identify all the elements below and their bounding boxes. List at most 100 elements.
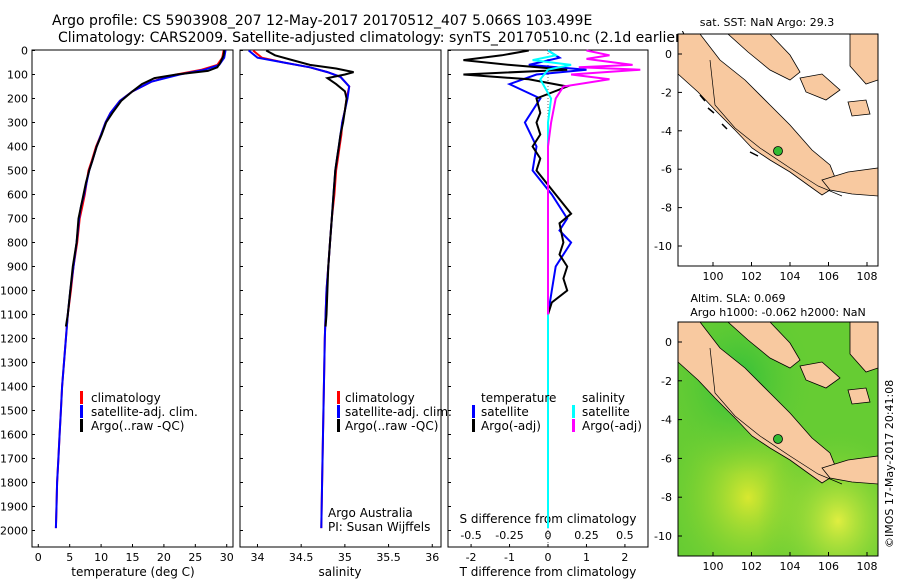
- difference-line-1: [463, 49, 573, 315]
- map2-sla: [677, 321, 879, 557]
- x-tick-label: 15: [126, 551, 140, 564]
- x-tick-label: 34: [250, 551, 264, 564]
- difference-legend: temperature satellite Argo(-adj) salinit…: [472, 391, 642, 433]
- salinity-line-0: [252, 49, 351, 529]
- legend-label-climatology: climatology: [91, 391, 161, 405]
- map-y-tick-label: -6: [661, 452, 672, 465]
- temperature-xlabel: temperature (deg C): [71, 565, 194, 579]
- temperature-series: [54, 50, 227, 529]
- depth-tick-label: 600: [7, 189, 28, 202]
- depth-tick-label: 100: [7, 69, 28, 82]
- x-tick-label: 0: [35, 551, 42, 564]
- map1-island-chain: [699, 94, 759, 157]
- legend-label-temp-satellite: satellite: [481, 405, 529, 419]
- x-tick-label: -2: [466, 551, 477, 564]
- salinity-series: [248, 49, 354, 529]
- map1-axes: 0 -2 -4 -6 -8 -10 100 102 104 106 108: [654, 48, 877, 283]
- x-tick-label: -1: [504, 551, 515, 564]
- map-x-tick-label: 102: [741, 560, 762, 573]
- depth-tick-label: 400: [7, 141, 28, 154]
- depth-tick-label: 1600: [0, 429, 28, 442]
- t-difference-label: T difference from climatology: [459, 565, 637, 579]
- depth-tick-label: 500: [7, 165, 28, 178]
- depth-axis: 0 100 200 300 400 500 600 700 800 900 1000 1100 1200…: [0, 45, 28, 538]
- map-x-tick-label: 100: [703, 270, 724, 283]
- map2-axes: 0 -2 -4 -6 -8 -10 100 102 104 106 108: [654, 336, 877, 573]
- map1-title: sat. SST: NaN Argo: 29.3: [700, 16, 834, 29]
- x-tick-label: 36: [425, 551, 439, 564]
- x-tick-label: 10: [94, 551, 108, 564]
- x-tick-label: 1: [583, 551, 590, 564]
- depth-tick-label: 1000: [0, 285, 28, 298]
- map-x-tick-label: 104: [780, 560, 801, 573]
- x-tick-label: 30: [220, 551, 234, 564]
- map2-title-2: Argo h1000: -0.062 h2000: NaN: [690, 306, 866, 319]
- map-y-tick-label: -8: [661, 202, 672, 215]
- legend-label-sal-satellite: satellite: [582, 405, 630, 419]
- salinity-line-2: [265, 49, 354, 327]
- map-x-tick-label: 100: [703, 560, 724, 573]
- temperature-panel-frame: [31, 49, 234, 548]
- s-tick-label: 0.5: [616, 529, 634, 542]
- sal-legend-swatch-argo: [337, 419, 340, 432]
- depth-tick-label: 2000: [0, 525, 28, 538]
- depth-tick-label: 1700: [0, 453, 28, 466]
- map-y-tick-label: -2: [661, 86, 672, 99]
- map-y-tick-label: -6: [661, 163, 672, 176]
- depth-tick-label: 800: [7, 237, 28, 250]
- salinity-line-1: [248, 49, 351, 529]
- map2-sumatra-land: [677, 321, 839, 484]
- salinity-note-argo-australia: Argo Australia: [328, 506, 413, 520]
- map-y-tick-label: -10: [654, 240, 672, 253]
- temperature-line-2: [64, 50, 226, 327]
- depth-tick-label: 200: [7, 93, 28, 106]
- depth-tick-label: 900: [7, 261, 28, 274]
- map-y-tick-label: -4: [661, 414, 672, 427]
- depth-tick-label: 0: [21, 45, 28, 58]
- legend-salinity-title: salinity: [582, 391, 625, 405]
- map1-argo-float-marker: [773, 146, 783, 156]
- temperature-legend: climatology satellite-adj. clim. Argo(..…: [80, 391, 198, 433]
- sal-legend-label-argo: Argo(..raw -QC): [345, 419, 438, 433]
- depth-tick-label: 1900: [0, 501, 28, 514]
- x-tick-label: 5: [66, 551, 73, 564]
- imos-credit: ©IMOS 17-May-2017 20:41:08: [883, 380, 896, 548]
- x-tick-label: 0: [545, 551, 552, 564]
- salinity-note-pi: PI: Susan Wijffels: [328, 520, 430, 534]
- x-tick-label: 20: [157, 551, 171, 564]
- difference-series: [463, 49, 641, 529]
- map1-malaysia-land: [726, 33, 801, 81]
- temperature-line-1: [54, 50, 227, 529]
- x-tick-label: 34.5: [289, 551, 314, 564]
- salinity-xlabel: salinity: [318, 565, 361, 579]
- depth-tick-label: 1200: [0, 333, 28, 346]
- map-y-tick-label: -10: [654, 530, 672, 543]
- depth-tick-label: 1400: [0, 381, 28, 394]
- legend-label-satellite: satellite-adj. clim.: [91, 405, 198, 419]
- sal-legend-swatch-satellite: [337, 405, 340, 418]
- map1-bangka-land: [799, 73, 841, 101]
- map2-frame: [677, 321, 879, 557]
- panel-tick-marks: [32, 50, 451, 531]
- sal-legend-label-satellite: satellite-adj. clim.: [345, 405, 452, 419]
- map-y-tick-label: 0: [665, 48, 672, 61]
- map-y-tick-label: -8: [661, 491, 672, 504]
- legend-label-sal-argo: Argo(-adj): [582, 419, 642, 433]
- map-x-tick-label: 102: [741, 270, 762, 283]
- map-y-tick-label: 0: [665, 336, 672, 349]
- salinity-legend: climatology satellite-adj. clim. Argo(..…: [337, 391, 452, 433]
- salinity-x-axis: 34 34.5 35 35.5 36: [250, 544, 439, 564]
- map2-belitung-land: [847, 387, 871, 405]
- legend-swatch-temp-argo: [472, 419, 475, 432]
- s-tick-label: -0.25: [495, 529, 523, 542]
- temperature-x-axis: 0 5 10 15 20 25 30: [35, 544, 234, 564]
- difference-line-2: [532, 49, 572, 529]
- legend-swatch-sal-satellite: [572, 405, 575, 418]
- map2-contour: [709, 347, 843, 485]
- depth-tick-label: 1800: [0, 477, 28, 490]
- map-x-tick-label: 108: [857, 270, 878, 283]
- header-line-2: Climatology: CARS2009. Satellite-adjuste…: [58, 30, 686, 46]
- map-y-tick-label: -2: [661, 375, 672, 388]
